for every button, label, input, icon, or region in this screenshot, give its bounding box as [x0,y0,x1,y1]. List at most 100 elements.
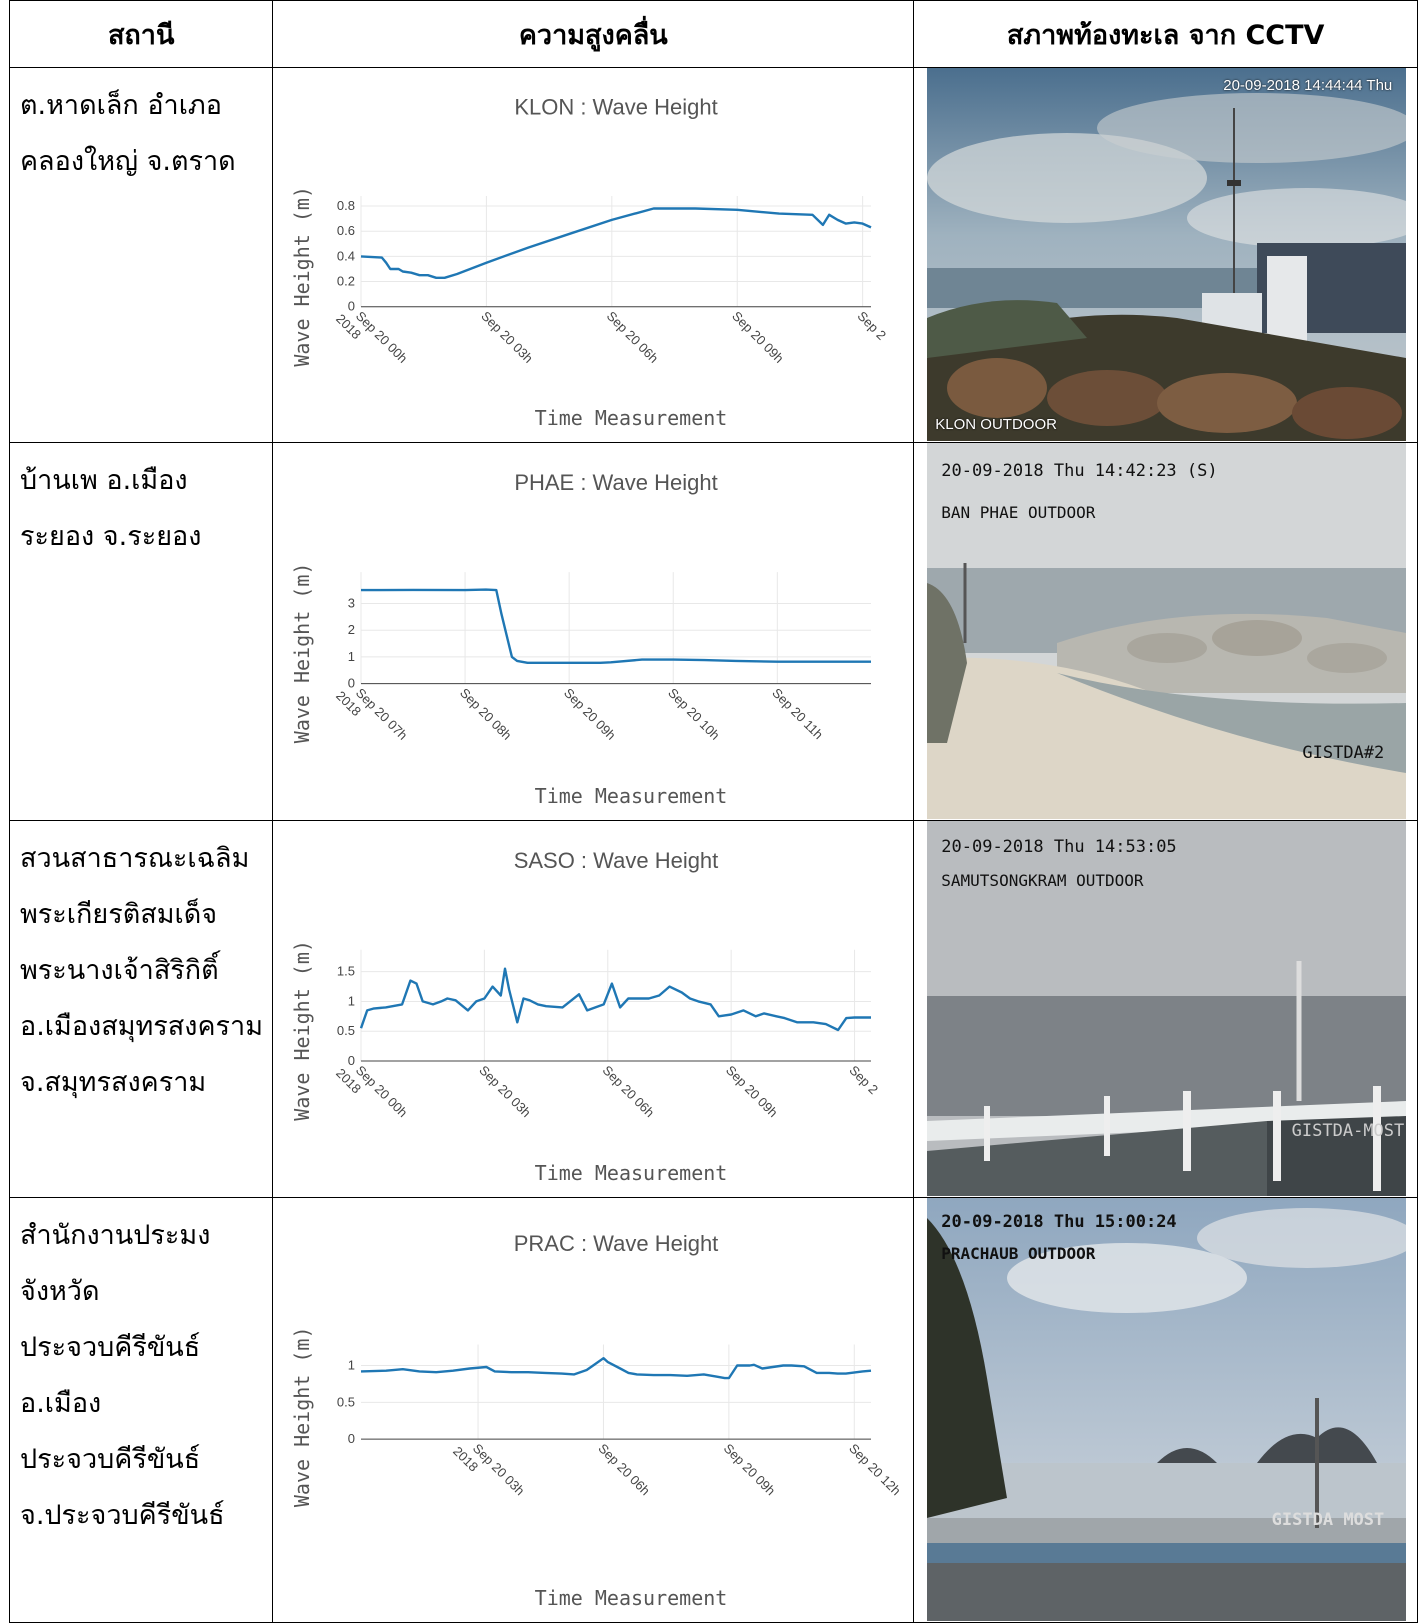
table-row: สวนสาธารณะเฉลิม พระเกียรติสมเด็จ พระนางเ… [10,821,1418,1198]
x-tick-label: Sep 20 08h [457,685,515,743]
cctv-label: BAN PHAE OUTDOOR [941,503,1095,522]
y-tick-label: 0.2 [337,274,355,289]
x-tick-label: Sep 20 03h [477,1063,535,1121]
x-tick-text: Sep 20 00h [353,1063,411,1121]
wave-station-table: สถานี ความสูงคลื่น สภาพท้องทะเล จาก CCTV… [9,0,1418,1623]
x-tick-text: Sep 20 10h [665,685,723,743]
x-tick-text: Sep 20 03h [479,308,537,366]
y-tick-label: 1 [348,649,355,664]
station-name: สวนสาธารณะเฉลิม พระเกียรติสมเด็จ พระนางเ… [10,821,272,1111]
table-row: ต.หาดเล็ก อำเภอ คลองใหญ่ จ.ตราด KLON : W… [10,68,1418,443]
x-axis-title: Time Measurement [535,406,728,430]
x-tick-text: Sep 20 06h [600,1063,658,1121]
x-tick-label: Sep 20 06h [604,308,662,366]
y-tick-label: 0 [348,1053,355,1068]
y-tick-label: 0.5 [337,1394,355,1409]
chart-cell: PRAC : Wave Height 0 0.5 1 Sep 20 03h 2018 Sep… [273,1198,914,1623]
station-cell: สวนสาธารณะเฉลิม พระเกียรติสมเด็จ พระนางเ… [10,821,273,1198]
series-line [361,209,871,278]
cctv-timestamp: 20-09-2018 Thu 14:42:23 (S) [941,461,1217,481]
y-tick-label: 0 [348,676,355,691]
station-name: ต.หาดเล็ก อำเภอ คลองใหญ่ จ.ตราด [10,68,272,190]
y-tick-label: 0.4 [337,248,355,263]
station-cell: สำนักงานประมง จังหวัด ประจวบคีรีขันธ์ อ.… [10,1198,273,1623]
chart-cell: PHAE : Wave Height 0 1 2 3 Sep 20 07h 2018 Sep … [273,443,914,821]
x-tick-label: Sep 20 12h [847,1441,905,1499]
x-axis-title: Time Measurement [535,1586,728,1610]
station-name: สำนักงานประมง จังหวัด ประจวบคีรีขันธ์ อ.… [10,1198,272,1544]
cctv-image-ban-phae: 20-09-2018 Thu 14:42:23 (S) BAN PHAE OUT… [927,443,1406,819]
cctv-image-samutsongkram: 20-09-2018 Thu 14:53:05 SAMUTSONGKRAM OU… [927,821,1406,1196]
wave-chart-saso: SASO : Wave Height 0 0.5 1 1.5 Sep 20 00h2018… [273,821,913,1196]
x-tick-text: Sep 2 [847,1063,882,1098]
chart-cell: SASO : Wave Height 0 0.5 1 1.5 Sep 20 00h 2018… [273,821,914,1198]
cctv-image-prachuap: 20-09-2018 Thu 15:00:24 PRACHAUB OUTDOOR… [927,1198,1406,1621]
x-tick-text: Sep 20 06h [596,1441,654,1499]
x-tick-label: Sep 2 [847,1063,882,1098]
y-tick-label: 0.5 [337,1023,355,1038]
y-tick-label: 0.8 [337,198,355,213]
x-tick-text: Sep 20 03h [470,1441,528,1499]
x-tick-label: Sep 20 10h [665,685,723,743]
x-tick-text: Sep 20 09h [729,308,787,366]
cctv-watermark: GISTDA MOST [1272,1510,1385,1530]
cctv-scene-klon [927,68,1406,441]
x-tick-text: Sep 2 [855,308,890,343]
y-axis-title: Wave Height (m) [290,1326,314,1507]
y-tick-label: 1.5 [337,964,355,979]
cctv-cell: 20-09-2018 Thu 14:42:23 (S) BAN PHAE OUT… [914,443,1418,821]
x-tick-text: Sep 20 09h [561,685,619,743]
x-tick-label: Sep 20 06h [596,1441,654,1499]
x-tick-text: Sep 20 06h [604,308,662,366]
table-row: สำนักงานประมง จังหวัด ประจวบคีรีขันธ์ อ.… [10,1198,1418,1623]
cctv-image-klon: 20-09-2018 14:44:44 Thu KLON OUTDOOR [927,68,1406,441]
y-tick-label: 1 [348,993,355,1008]
table-row: บ้านเพ อ.เมือง ระยอง จ.ระยอง PHAE : Wave… [10,443,1418,821]
cctv-cell: 20-09-2018 14:44:44 Thu KLON OUTDOOR [914,68,1418,443]
header-cctv: สภาพท้องทะเล จาก CCTV [914,1,1418,68]
x-tick-label: Sep 20 09h [561,685,619,743]
cctv-label: PRACHAUB OUTDOOR [941,1244,1095,1263]
x-tick-label: Sep 20 09h [723,1063,781,1121]
x-tick-label: Sep 2 [855,308,890,343]
header-wave-height: ความสูงคลื่น [273,1,914,68]
cctv-cell: 20-09-2018 Thu 14:53:05 SAMUTSONGKRAM OU… [914,821,1418,1198]
series-line [361,969,871,1030]
y-axis-title: Wave Height (m) [290,186,314,367]
x-tick-label: Sep 20 06h [600,1063,658,1121]
chart-title: KLON : Wave Height [515,95,718,120]
x-tick-text: Sep 20 09h [723,1063,781,1121]
x-tick-label: Sep 20 09h [721,1441,779,1499]
cctv-timestamp: 20-09-2018 Thu 15:00:24 [941,1212,1176,1232]
y-axis-title: Wave Height (m) [290,563,314,744]
x-tick-text: Sep 20 09h [721,1441,779,1499]
cctv-label: KLON OUTDOOR [935,416,1057,433]
chart-title: PRAC : Wave Height [514,1231,719,1256]
chart-title: PHAE : Wave Height [515,470,718,495]
y-tick-label: 0 [348,1431,355,1446]
cctv-timestamp: 20-09-2018 Thu 14:53:05 [941,837,1176,857]
y-tick-label: 3 [348,595,355,610]
wave-chart-klon: KLON : Wave Height 0 0.2 0.4 0.6 0.8 Sep 20 00… [273,68,913,441]
series-line [361,1358,871,1378]
y-tick-label: 1 [348,1358,355,1373]
x-axis-title: Time Measurement [535,1161,728,1185]
x-axis-title: Time Measurement [535,784,728,808]
station-name: บ้านเพ อ.เมือง ระยอง จ.ระยอง [10,443,272,565]
chart-title: SASO : Wave Height [514,848,719,873]
x-tick-text: Sep 20 00h [353,308,411,366]
cctv-watermark: GISTDA-MOST [1292,1121,1405,1141]
y-tick-label: 0 [348,299,355,314]
x-tick-label: Sep 20 03h [479,308,537,366]
x-tick-text: Sep 20 11h [770,685,827,742]
cctv-watermark: GISTDA#2 [1302,743,1384,763]
station-cell: บ้านเพ อ.เมือง ระยอง จ.ระยอง [10,443,273,821]
header-row: สถานี ความสูงคลื่น สภาพท้องทะเล จาก CCTV [10,1,1418,68]
chart-cell: KLON : Wave Height 0 0.2 0.4 0.6 0.8 Sep 20 00… [273,68,914,443]
